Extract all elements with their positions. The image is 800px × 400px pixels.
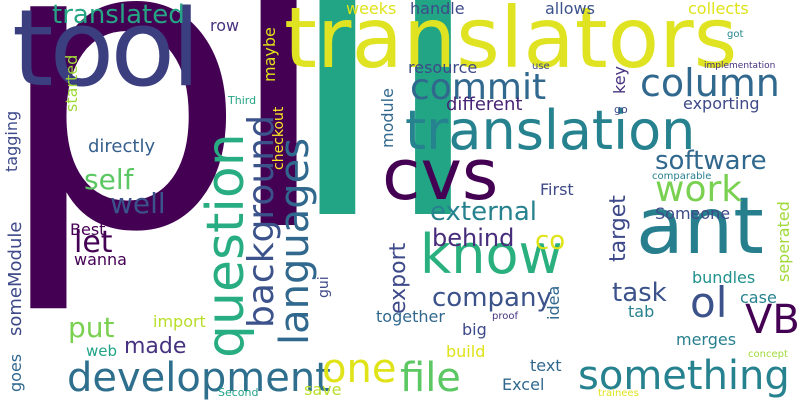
word-use: use: [532, 61, 550, 72]
word-Third: Third: [228, 94, 257, 107]
word-web: web: [86, 342, 118, 360]
word-row: row: [210, 16, 240, 35]
word-different: different: [446, 94, 523, 115]
word-external: external: [430, 197, 537, 227]
word-translated: translated: [52, 0, 185, 30]
word-tool: tool: [12, 0, 201, 110]
word-pl: pl: [0, 0, 334, 320]
word-text: text: [530, 356, 562, 375]
word-key: key: [610, 65, 629, 94]
word-exporting: exporting: [683, 94, 760, 113]
word-software: software: [655, 146, 767, 176]
word-commit: commit: [410, 67, 547, 108]
word-file: file: [400, 355, 461, 400]
word-behind: behind: [432, 224, 515, 252]
word-know: know: [420, 223, 563, 286]
word-self: self: [84, 163, 134, 196]
word-Someone: Someone: [655, 204, 731, 223]
word-concept: concept: [748, 349, 788, 360]
word-column: column: [640, 61, 780, 105]
word-tagging: tagging: [2, 110, 21, 172]
word-gui: gui: [316, 276, 332, 298]
word-together: together: [376, 307, 445, 326]
word-idea: idea: [544, 285, 563, 320]
word-checkout: checkout: [271, 106, 287, 170]
word-seperated: seperated: [774, 201, 793, 282]
word-tab: tab: [628, 302, 655, 321]
word-someModule: someModule: [5, 221, 26, 336]
word-task: task: [612, 278, 667, 308]
word-proof: proof: [492, 311, 518, 322]
word-started: started: [62, 54, 81, 112]
word-got: got: [727, 29, 744, 40]
word-translators: translators: [284, 0, 738, 87]
word-let: let: [74, 225, 113, 260]
word-First: First: [540, 180, 574, 199]
word-work: work: [655, 169, 743, 210]
word-case: case: [740, 288, 777, 307]
word-implementation: implementation: [704, 61, 776, 71]
word-allows: allows: [545, 0, 595, 18]
word-module: module: [378, 88, 397, 148]
word-comparable: comparable: [652, 171, 712, 182]
word-weeks: weeks: [346, 0, 397, 18]
word-translation: translation: [405, 99, 696, 162]
word-ol: ol: [690, 278, 728, 327]
word-collects: collects: [688, 0, 749, 18]
word-build: build: [446, 342, 486, 361]
word-handle: handle: [410, 0, 465, 18]
word-cvs: cvs: [382, 134, 499, 216]
word-merges: merges: [676, 330, 737, 349]
word-wanna: wanna: [74, 250, 127, 269]
word-company: company: [432, 283, 552, 313]
word-something: something: [578, 353, 790, 399]
word-put: put: [68, 311, 115, 344]
word-target: target: [606, 195, 631, 262]
word-export: export: [386, 242, 411, 314]
word-ant: ant: [636, 182, 764, 272]
word-li: li: [282, 0, 488, 308]
word-Best: Best: [70, 220, 106, 239]
word-trainees: trainees: [598, 388, 639, 399]
word-Second: Second: [218, 386, 259, 399]
word-directly: goes: [6, 353, 25, 392]
word-big: big: [462, 320, 487, 339]
word-maybe: maybe: [260, 27, 279, 82]
word-goes: directly: [88, 136, 156, 157]
word-development: development: [67, 355, 331, 400]
word-Excel: Excel: [502, 375, 545, 394]
word-made: made: [124, 334, 187, 359]
word-well: well: [110, 187, 166, 220]
word-one: one: [322, 346, 397, 392]
word-VB: VB: [745, 297, 800, 343]
word-resource: resource: [408, 58, 478, 77]
word-co: co: [535, 226, 566, 256]
word-import: import: [153, 312, 206, 331]
word-go: go: [614, 103, 628, 116]
word-bundles: bundles: [692, 268, 756, 287]
word-save: save: [304, 380, 342, 399]
